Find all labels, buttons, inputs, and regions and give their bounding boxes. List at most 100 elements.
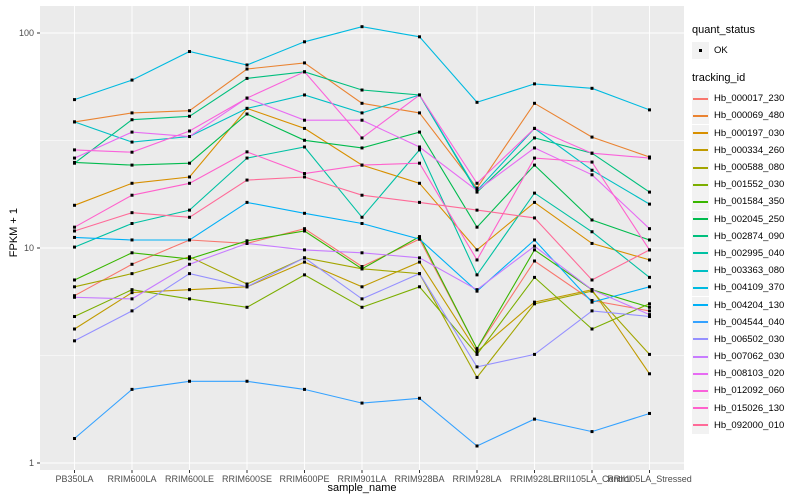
x-tick-label: RRIM600SE [222, 474, 272, 484]
data-point [188, 114, 191, 118]
x-tick-label: RRIM928BA [394, 474, 444, 484]
data-point [245, 76, 249, 80]
data-point [533, 126, 536, 130]
data-point [648, 156, 651, 160]
legend-item-Hb_002045_250: Hb_002045_250 [692, 210, 798, 228]
data-point [590, 298, 594, 302]
data-point [73, 327, 76, 331]
data-point [533, 352, 536, 356]
data-point [245, 67, 249, 71]
data-point [360, 401, 364, 405]
data-point [360, 251, 364, 255]
legend-item-Hb_008103_020: Hb_008103_020 [692, 365, 798, 383]
legend-line-swatch [693, 235, 708, 238]
legend-tracking-id-block: tracking_id Hb_000017_230 Hb_000069_480 Hb… [692, 72, 798, 434]
data-point [73, 295, 76, 299]
data-point [475, 273, 479, 277]
legend-item-label: Hb_002045_250 [714, 213, 785, 225]
x-tick-label: RRII105LA_Control [553, 474, 631, 484]
data-point [418, 148, 421, 152]
data-point [648, 285, 651, 289]
data-point [590, 151, 594, 155]
legend-line-swatch [693, 269, 708, 272]
legend-key-box [692, 313, 709, 331]
data-point [130, 181, 134, 185]
legend-item-Hb_002995_040: Hb_002995_040 [692, 244, 798, 262]
data-point [648, 275, 651, 279]
data-point [418, 235, 421, 239]
data-point [418, 256, 421, 260]
data-point [475, 208, 479, 212]
data-point [73, 203, 76, 207]
data-point [303, 273, 306, 277]
data-point [590, 168, 594, 172]
data-point [360, 285, 364, 289]
data-point [590, 241, 594, 245]
legend-item-label: Hb_092000_010 [714, 419, 785, 431]
data-point [418, 272, 421, 276]
data-point [188, 181, 191, 185]
data-point [130, 262, 134, 266]
data-point [130, 140, 134, 144]
data-point [648, 227, 651, 231]
legend-title-quant-status: quant_status [692, 24, 755, 36]
data-point [245, 63, 249, 67]
legend-key-box [692, 365, 709, 383]
data-point [360, 111, 364, 115]
data-point [360, 222, 364, 226]
data-point [130, 193, 134, 197]
data-point [533, 191, 536, 195]
data-point [303, 387, 306, 391]
data-point [360, 163, 364, 167]
data-point [188, 50, 191, 54]
legend-key-box [692, 159, 709, 177]
legend-key-box [692, 176, 709, 194]
data-point [130, 238, 134, 242]
data-point [245, 106, 249, 110]
data-point [303, 248, 306, 252]
x-tick-label: RRIM928LE [510, 474, 559, 484]
legend-item-label: Hb_008103_020 [714, 368, 785, 380]
data-point [533, 82, 536, 86]
legend-line-swatch [693, 132, 708, 135]
y-axis-title: FPKM + 1 [8, 208, 20, 258]
data-point [360, 305, 364, 309]
data-point [303, 126, 306, 130]
legend-line-swatch [693, 183, 708, 186]
data-point [303, 138, 306, 142]
data-point [130, 150, 134, 154]
legend-key-box [692, 107, 709, 125]
legend-line-swatch [693, 321, 708, 324]
data-point [360, 193, 364, 197]
data-point [303, 260, 306, 264]
legend-item-Hb_001584_350: Hb_001584_350 [692, 193, 798, 211]
legend-item-label: Hb_001552_030 [714, 179, 785, 191]
data-point [533, 244, 536, 248]
data-point [188, 238, 191, 242]
data-point [533, 259, 536, 263]
legend-line-swatch [693, 338, 708, 341]
x-tick-label: RRIM600PE [279, 474, 329, 484]
data-point [648, 248, 651, 252]
data-point [590, 327, 594, 331]
data-point [360, 25, 364, 29]
data-point [648, 411, 651, 415]
legend-item-Hb_092000_010: Hb_092000_010 [692, 416, 798, 434]
data-point [418, 260, 421, 264]
legend-item-label: Hb_000069_480 [714, 110, 785, 122]
data-point [188, 129, 191, 133]
data-point [533, 302, 536, 306]
data-point [245, 241, 249, 245]
legend-key-box [692, 416, 709, 434]
legend-item-Hb_001552_030: Hb_001552_030 [692, 176, 798, 194]
data-point [590, 288, 594, 292]
data-point [188, 379, 191, 383]
legend-line-swatch [693, 149, 708, 152]
data-point [475, 225, 479, 229]
data-point [475, 350, 479, 354]
legend-item-Hb_015026_130: Hb_015026_130 [692, 399, 798, 417]
data-point [533, 200, 536, 204]
data-point [245, 150, 249, 154]
data-point [533, 216, 536, 220]
